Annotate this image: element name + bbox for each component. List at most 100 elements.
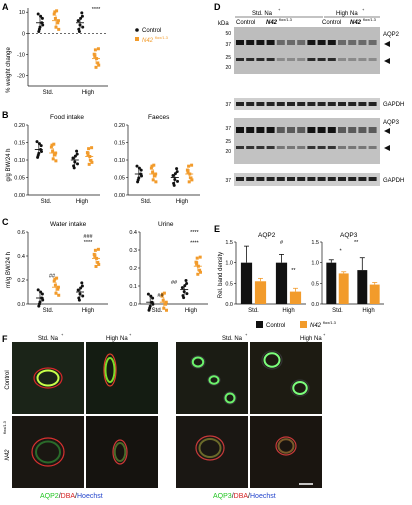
data-point [53,283,57,287]
legend-control-label: Control [142,28,161,34]
blot-high-label: High Na [336,11,358,17]
data-point [187,164,191,168]
data-point [171,174,175,178]
band-gapdh [358,177,367,181]
data-point [176,179,179,183]
tubule-stain [36,369,60,387]
band-aqp2-glyco [338,40,346,45]
data-point [90,160,94,164]
data-point [152,163,156,167]
legend-e-n42-swatch [300,321,307,328]
data-point [35,140,39,144]
band-gapdh [317,102,326,106]
band-aqp3 [236,146,244,149]
micrograph-aqp3-std-n42 [176,416,248,488]
data-point [161,292,165,296]
tubule-stain [292,381,308,395]
y-tick-label: 0.05 [14,176,25,182]
data-point [185,282,189,286]
y-tick-label: 0.15 [14,141,25,147]
panel-e-ylabel: Rel. band density [218,252,224,298]
caption-part: Hoechst [250,493,276,500]
bar [369,284,380,304]
aqp3-blot [234,118,380,164]
caption-part: / [59,493,61,500]
x-tick-label: Std. [41,199,52,205]
tubule-stain [277,438,295,454]
band-aqp2 [348,58,357,61]
data-point [76,162,79,166]
micrograph-aqp2-high-control [86,342,158,414]
data-point [49,145,53,149]
legend-control-marker [135,28,139,32]
band-aqp2 [256,58,265,61]
data-point [52,142,56,146]
data-point [77,298,81,302]
x-tick-label: High [282,308,294,314]
x-tick-label: High [82,90,94,96]
band-gapdh [307,102,316,106]
band-aqp2-glyco [276,40,285,45]
data-point [92,252,96,256]
chart-b-2: 0.20 0.15 0.10 0.05 0.00 Std. High [114,123,200,205]
data-point [53,10,57,14]
chart-c-4: 0.4 0.3 0.2 0.1 0.0 Std. High **** **** ## ## [129,230,208,314]
x-tick-label: High [82,308,94,314]
data-point [36,288,40,292]
y-tick-label: 0.0 [17,302,25,308]
y-tick-label: 1.0 [311,261,319,267]
caption-part: Hoechst [77,493,103,500]
band-aqp3-glyco [266,127,275,133]
data-point [96,260,100,264]
data-point [54,159,58,163]
legend-n42-label: N42 [142,38,154,44]
data-point [97,262,101,266]
data-point [190,163,194,167]
data-point [151,302,155,306]
significance-marker: ## [157,293,164,299]
f-std-label-left: Std. Na [38,336,59,342]
band-gapdh [327,177,336,181]
data-point [151,178,155,182]
y-tick-label: 0.2 [17,278,25,284]
band-aqp2 [236,58,244,61]
tubule-outline [103,353,117,387]
data-point [160,294,164,298]
caption-part: / [75,493,77,500]
data-point [75,152,79,156]
data-point [175,167,179,171]
tubule-outline [290,379,310,397]
data-point [52,279,56,283]
band-gapdh [236,177,244,181]
data-point [92,52,96,56]
data-point [173,172,177,176]
panel-letter-e: E [214,224,220,234]
tubule-outline [223,391,237,405]
data-point [93,54,97,58]
significance-marker: **** [190,241,199,247]
f-high-label-right: High Na [300,336,322,342]
band-aqp2 [338,58,346,61]
band-gapdh [317,177,326,181]
band-aqp3 [327,146,336,149]
tubule-outline [33,367,63,389]
band-aqp2-glyco [348,40,357,45]
bar [326,262,337,304]
y-tick-label: 0.20 [114,123,125,129]
micrograph-structures [31,350,310,467]
data-point [186,170,190,174]
blot1-marker-37: 37 [225,42,231,48]
panel-a-ylabel: % weight change [6,46,12,92]
y-tick-label: 0.5 [225,281,233,287]
data-point [162,306,166,310]
data-point [71,156,75,160]
blot2-marker-37: 37 [225,126,231,132]
tubule-stain [104,357,116,383]
band-aqp3-glyco [368,127,377,133]
data-point [187,180,191,184]
blot-std-label: Std. Na [252,11,273,17]
blot2-marker-20: 20 [225,149,231,155]
x-tick-label: Std. [332,308,343,314]
